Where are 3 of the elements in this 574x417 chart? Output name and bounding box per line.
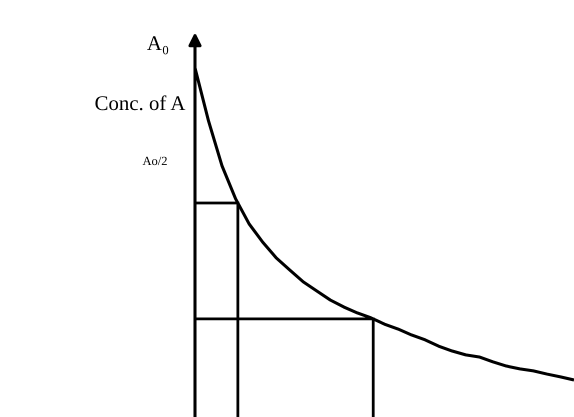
text: Ao/2 <box>142 156 167 166</box>
text: A₀ <box>147 36 168 54</box>
y-axis-title: Conc. of A <box>95 95 186 110</box>
